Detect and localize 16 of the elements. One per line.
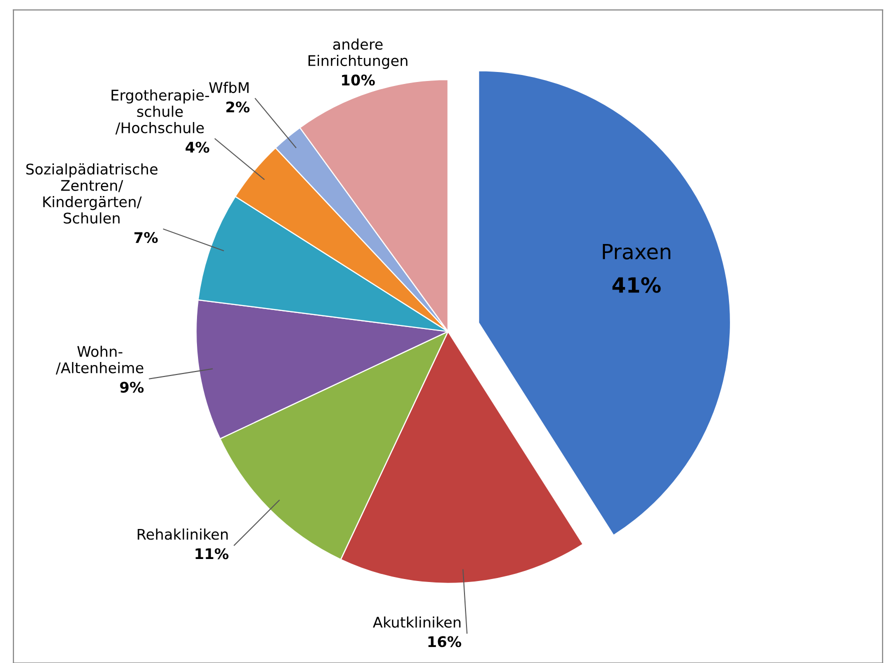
slice-label: Ergotherapie- schule /Hochschule [112,89,210,134]
slice-label: andere Einrichtungen [308,38,408,69]
slice-label: Akutkliniken [372,616,460,628]
slice-label: WfbM [209,82,249,94]
data-label: 16% [428,636,462,648]
slice-label: Praxen [602,244,670,260]
data-label: 11% [196,548,228,560]
slice-label: Sozialpädiatrische Zentren/ Kindergärten/ Schulen [26,163,158,224]
data-label: 10% [342,74,375,86]
data-label: 41% [612,277,661,293]
data-label: 2% [226,101,250,112]
data-label: 9% [120,382,144,393]
data-label: 4% [186,142,210,153]
data-label: 7% [134,232,158,244]
slice-label: Rehakliniken [138,528,228,540]
slice-label: Wohn- /Altenheime [56,346,144,374]
